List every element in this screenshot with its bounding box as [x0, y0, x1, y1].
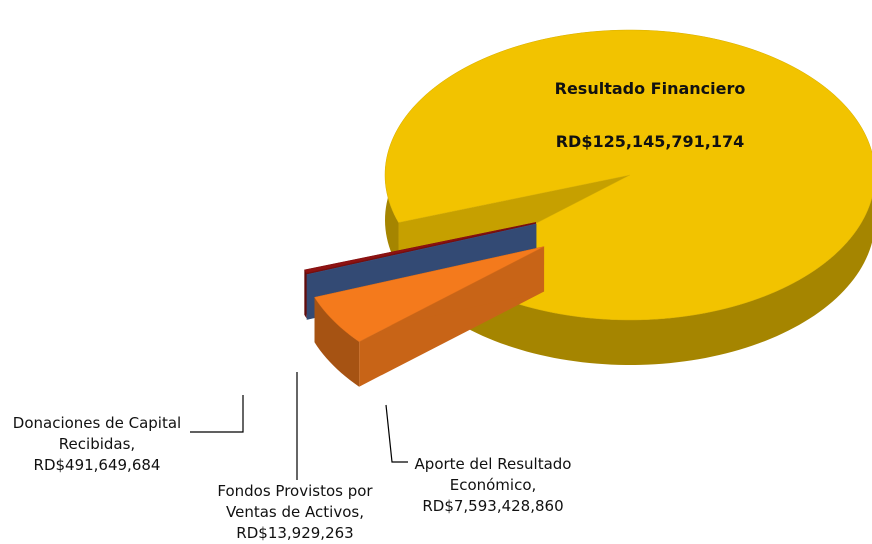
slice-wall	[314, 297, 360, 387]
leader-line	[190, 395, 244, 433]
value-label: RD$125,145,791,174	[555, 132, 745, 151]
slice-label: Fondos Provistos por Ventas de Activos,	[217, 482, 373, 521]
slice	[304, 222, 536, 274]
slice-label: Aporte del Resultado Económico,	[414, 455, 572, 494]
value-label: RD$7,593,428,860	[422, 497, 564, 515]
slice-label: Donaciones de Capital Recibidas,	[12, 414, 182, 453]
leader-line	[385, 404, 408, 463]
slice-label-box: Fondos Provistos por Ventas de Activos, …	[200, 481, 390, 544]
slice	[314, 246, 545, 342]
slice-label-box: Donaciones de Capital Recibidas, RD$491,…	[4, 413, 190, 476]
slice	[306, 223, 537, 275]
slice-wall	[304, 269, 307, 319]
slice-label-box: Aporte del Resultado Económico, RD$7,593…	[398, 454, 588, 517]
leader-lines	[190, 372, 408, 480]
value-label: RD$13,929,263	[236, 524, 354, 542]
pie	[304, 29, 872, 387]
value-label: RD$491,649,684	[33, 456, 161, 474]
slice-label: Resultado Financiero	[554, 79, 746, 98]
